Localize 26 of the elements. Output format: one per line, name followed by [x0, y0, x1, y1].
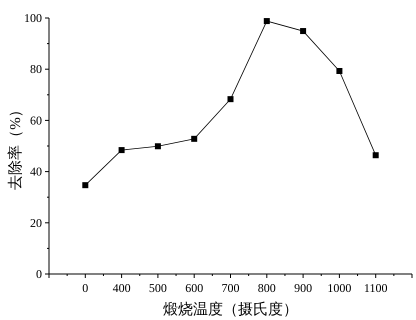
x-tick-label: 1000 [327, 281, 352, 295]
y-tick-label: 60 [30, 113, 42, 128]
x-tick-label: 700 [222, 281, 240, 295]
y-tick-label: 40 [30, 164, 42, 179]
point [191, 136, 198, 142]
x-tick-label: 600 [185, 281, 204, 295]
point [228, 96, 234, 102]
x-tick-label: 800 [258, 281, 276, 295]
point [118, 147, 125, 154]
point [372, 152, 379, 158]
point [264, 18, 270, 24]
point [336, 68, 342, 74]
point [154, 143, 161, 150]
x-tick-label: 900 [294, 281, 312, 295]
x-tick-label: 1100 [364, 281, 388, 295]
y-tick-label: 20 [30, 216, 42, 230]
x-tick-label: 0 [82, 281, 88, 295]
x-tick-label: 500 [148, 281, 167, 295]
x-axis-title: 煅烧温度（摄氏度） [163, 301, 298, 318]
y-tick-label: 100 [24, 11, 42, 25]
point [82, 182, 88, 188]
y-tick-label: 80 [30, 62, 42, 76]
point [300, 28, 306, 34]
x-tick-label: 400 [112, 281, 131, 295]
y-tick-label: 0 [36, 267, 42, 281]
y-axis-title: 去除率（%） [7, 102, 24, 190]
